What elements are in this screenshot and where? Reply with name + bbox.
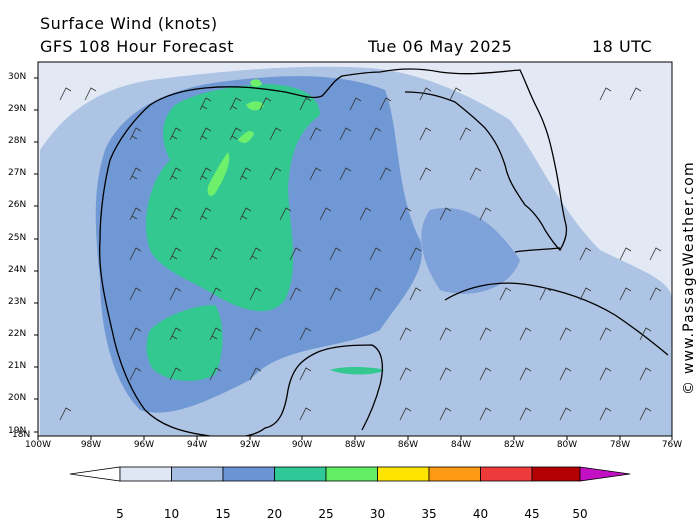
- lat-label: 21N: [8, 361, 27, 371]
- colorbar-label: 30: [369, 507, 386, 521]
- colorbar-seg-35-40: [428, 466, 481, 482]
- map-title: Surface Wind (knots): [40, 14, 218, 33]
- lat-label: 27N: [8, 168, 27, 178]
- us-gulf-coastline: [99, 68, 568, 252]
- colorbar-label: 10: [163, 507, 180, 521]
- sea-max-patch-1: [207, 152, 230, 196]
- lat-label: 19N: [8, 426, 27, 436]
- sea-medium-east: [421, 208, 520, 294]
- cuba-coastline: [444, 282, 669, 356]
- lon-label: 80W: [556, 440, 578, 450]
- colorbar-seg-15-20: [222, 466, 275, 482]
- credit-text: © www.PassageWeather.com: [681, 161, 697, 395]
- colorbar-label: 20: [266, 507, 283, 521]
- colorbar-label: 45: [524, 507, 540, 521]
- lat-label: 18N: [12, 430, 31, 440]
- sea-max-patch-2: [238, 131, 254, 143]
- lat-label: 25N: [8, 233, 27, 243]
- lon-label: 100W: [24, 440, 52, 450]
- colorbar-high-arrow: [579, 466, 631, 482]
- mexico-coastline: [99, 239, 383, 436]
- lon-label: 88W: [344, 440, 366, 450]
- sea-strong-south: [146, 305, 223, 381]
- sea-max-patch-4: [250, 79, 262, 87]
- colorbar-seg-5-10: [119, 466, 172, 482]
- colorbar-label: 35: [421, 507, 437, 521]
- lat-label: 22N: [8, 329, 27, 339]
- sea-max-patch-3: [246, 101, 264, 111]
- coastline-group: [99, 68, 669, 436]
- lat-label: 29N: [8, 104, 27, 114]
- map-subtitle: GFS 108 Hour Forecast: [40, 37, 235, 56]
- lon-label: 96W: [133, 440, 155, 450]
- colorbar-low-arrow: [69, 466, 121, 482]
- lon-label: 86W: [397, 440, 419, 450]
- valid-date: Tue 06 May 2025: [368, 37, 513, 56]
- sea-strong-channel: [330, 367, 385, 375]
- lon-label: 76W: [661, 440, 683, 450]
- lat-label: 20N: [8, 393, 27, 403]
- colorbar-label: 40: [472, 507, 489, 521]
- lat-label: 24N: [8, 265, 27, 275]
- sea-strong-area: [146, 84, 320, 312]
- lon-label: 98W: [80, 440, 102, 450]
- wind-barbs: [59, 87, 662, 421]
- axis-ticks: [34, 77, 673, 440]
- florida-keys: [514, 247, 561, 253]
- colorbar-seg-10-15: [171, 466, 224, 482]
- lat-label: 23N: [8, 297, 27, 307]
- lon-label: 94W: [186, 440, 208, 450]
- lon-label: 90W: [291, 440, 313, 450]
- colorbar-seg-30-35: [377, 466, 430, 482]
- colorbar-label: 15: [215, 507, 231, 521]
- colorbar-seg-25-30: [325, 466, 378, 482]
- lat-label: 30N: [8, 72, 27, 82]
- lon-label: 84W: [450, 440, 472, 450]
- colorbar-label: 5: [116, 507, 124, 521]
- colorbar-seg-40-45: [480, 466, 533, 482]
- colorbar-label: 50: [572, 507, 588, 521]
- valid-time: 18 UTC: [592, 37, 653, 56]
- colorbar-seg-45-50: [531, 466, 581, 482]
- lon-label: 82W: [503, 440, 525, 450]
- lon-label: 92W: [239, 440, 261, 450]
- lat-label: 28N: [8, 136, 27, 146]
- colorbar-label: 25: [318, 507, 334, 521]
- colorbar: [69, 466, 631, 482]
- lon-label: 78W: [609, 440, 631, 450]
- lat-label: 26N: [8, 200, 27, 210]
- colorbar-seg-20-25: [274, 466, 327, 482]
